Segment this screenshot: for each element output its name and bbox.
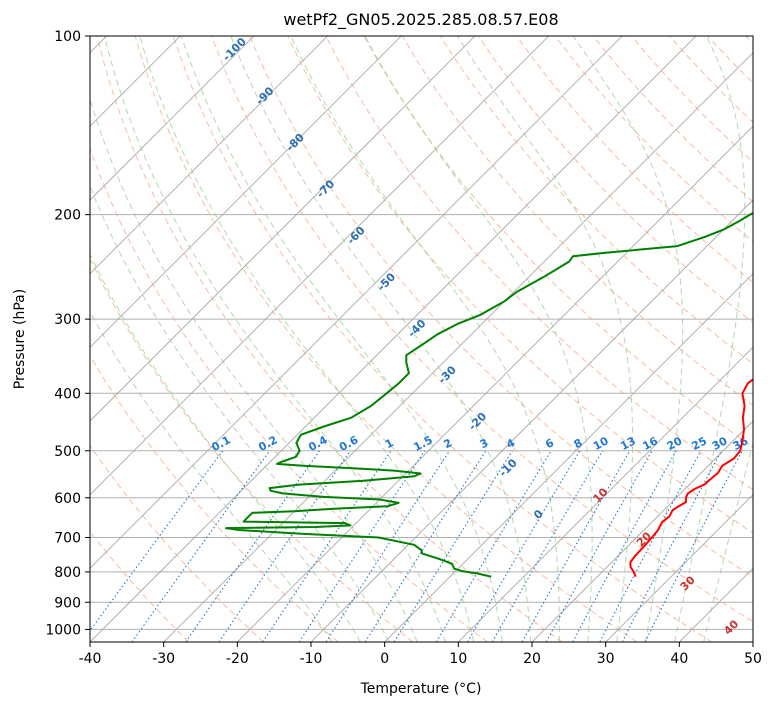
y-axis-label: Pressure (hPa) (12, 289, 28, 389)
y-tick-label: 500 (54, 444, 81, 460)
x-tick-label: 10 (449, 651, 467, 667)
moist-adiabat-line (364, 36, 593, 642)
dry-adiabat-line (90, 354, 339, 642)
y-tick-label: 700 (54, 531, 81, 547)
isotherm-line (237, 125, 753, 642)
y-tick-label: 100 (54, 29, 81, 45)
y-tick-label: 800 (54, 565, 81, 581)
moist-adiabat-line (90, 97, 418, 642)
dry-adiabats (90, 36, 753, 642)
moist-adiabat-line (703, 440, 753, 642)
x-tick-label: 50 (744, 651, 762, 667)
isotherm-line (90, 36, 402, 348)
x-tick-label: 20 (523, 651, 541, 667)
moist-adiabat-line (456, 36, 634, 642)
mixing-ratio-line (218, 450, 351, 642)
dry-adiabat-line (325, 36, 753, 491)
mixing-ratio-line (572, 450, 677, 642)
chart-title: wetPf2_GN05.2025.285.08.57.E08 (283, 10, 558, 30)
isotherm-grid (90, 36, 753, 642)
y-tick-label: 600 (54, 491, 81, 507)
isotherm-line (531, 420, 753, 642)
dry-adiabat-line (96, 36, 563, 642)
moist-adiabat-line (572, 36, 684, 642)
moist-adiabat-line (230, 36, 532, 642)
plot-area: 0.1 0.2 0.4 0.6 1 1.5 2 3 4 6 8 10 13 16 20 25 30 36-100-… (90, 36, 753, 642)
mixing-ratio-line (298, 450, 426, 642)
isobar-grid (90, 36, 753, 630)
dry-adiabat-line (516, 36, 753, 283)
isotherm-line (163, 52, 753, 642)
x-tick-label: 40 (670, 651, 688, 667)
x-tick-label: -40 (79, 651, 102, 667)
mixing-ratio-label: 25 (689, 434, 709, 453)
mixing-ratio-line (90, 450, 224, 632)
isotherm-line (90, 36, 697, 642)
isotherm-line (384, 273, 753, 642)
mixing-ratio-label: 20 (665, 434, 685, 453)
moist-adiabat-line (674, 36, 746, 642)
isotherm-line (90, 36, 328, 275)
dry-adiabat-line (172, 36, 712, 642)
y-axis-ticks: 100 200 300 400 500 600 700 800 900 1000 (45, 29, 90, 638)
x-axis-ticks: -40 -30 -20 -10 0 10 20 30 40 50 (79, 642, 762, 667)
isotherm-line (458, 346, 753, 642)
dry-adiabat-line (90, 444, 264, 642)
mixing-ratio-line (131, 450, 271, 642)
dry-adiabat-line (134, 36, 638, 642)
isotherm-line (90, 36, 623, 569)
temperature-profile-line (629, 378, 753, 578)
mixing-ratio-label: 30 (710, 434, 730, 453)
moist-adiabat-line (90, 184, 390, 642)
mixing-ratio-line (599, 450, 702, 642)
y-tick-label: 900 (54, 595, 81, 611)
mixing-ratio-label: 36 (731, 434, 751, 453)
x-tick-label: 30 (597, 651, 615, 667)
x-tick-label: -20 (226, 651, 249, 667)
y-tick-label: 200 (54, 208, 81, 224)
y-tick-label: 300 (54, 312, 81, 328)
dewpoint-profile-line (225, 211, 753, 578)
mixing-ratio-label: 13 (618, 434, 638, 453)
mixing-ratio-label: 16 (640, 434, 660, 453)
y-tick-label: 400 (54, 386, 81, 402)
x-tick-label: -10 (300, 651, 323, 667)
isotherm-line (605, 494, 753, 642)
moist-adiabat-line (139, 36, 475, 642)
dry-adiabat-line (90, 257, 414, 642)
moist-adiabat-line (103, 36, 446, 642)
mixing-ratio-line (364, 450, 487, 642)
moist-adiabat-line (180, 36, 503, 642)
profile-series (225, 211, 753, 578)
mixing-ratio-label: 10 (591, 434, 611, 453)
dry-adiabat-line (211, 36, 753, 623)
dry-adiabat-line (287, 36, 753, 534)
mixing-ratio-lines (90, 450, 743, 642)
mixing-ratio-line (521, 450, 631, 642)
dry-adiabat-line (249, 36, 753, 578)
isotherm-line (90, 36, 255, 201)
moist-adiabat-line (290, 36, 560, 642)
mixing-ratio-line (435, 450, 552, 642)
mixing-ratio-line (325, 450, 451, 642)
x-tick-label: -30 (152, 651, 175, 667)
moist-adiabat-line (90, 310, 333, 642)
isotherm-line (90, 36, 549, 496)
x-tick-label: 0 (380, 651, 389, 667)
y-tick-label: 1000 (45, 622, 81, 638)
mixing-ratio-line (644, 450, 743, 642)
mixing-ratio-line (262, 450, 392, 642)
isotherm-line (90, 36, 476, 422)
x-axis-label: Temperature (°C) (360, 681, 482, 697)
plot-frame (89, 35, 754, 643)
moist-adiabat-line (90, 253, 361, 642)
moist-adiabats (90, 36, 753, 642)
mixing-ratio-line (545, 450, 653, 642)
